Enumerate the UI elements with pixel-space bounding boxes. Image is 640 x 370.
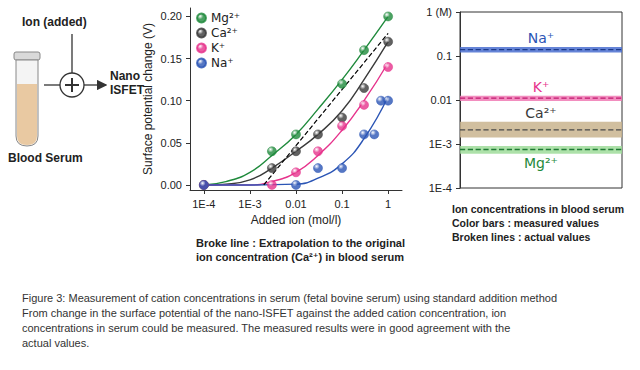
svg-text:1 (M): 1 (M) xyxy=(426,6,452,18)
svg-text:1E-3: 1E-3 xyxy=(429,138,452,150)
svg-text:Mg²⁺: Mg²⁺ xyxy=(211,11,240,25)
svg-text:Surface potential change (V): Surface potential change (V) xyxy=(141,23,155,175)
html-text:Broken lines : actual values: Broken lines : actual values xyxy=(452,231,591,243)
svg-text:Ca²⁺: Ca²⁺ xyxy=(525,105,556,121)
svg-text:0.15: 0.15 xyxy=(161,53,182,65)
svg-text:1E-4: 1E-4 xyxy=(429,182,452,194)
svg-text:1: 1 xyxy=(385,198,391,210)
svg-text:0.01: 0.01 xyxy=(431,94,452,106)
svg-text:Na⁺: Na⁺ xyxy=(211,56,234,70)
html-text:Figure 3: Measurement of catio: Figure 3: Measurement of cation concentr… xyxy=(22,292,557,304)
html-text:Broke line : Extrapolation to: Broke line : Extrapolation to the origin… xyxy=(196,237,405,249)
html-text:actual values.: actual values. xyxy=(22,337,90,349)
html-text:Ion concentrations in blood se: Ion concentrations in blood serum xyxy=(452,203,625,215)
html-text:From change in the surface pot: From change in the surface potential of … xyxy=(22,307,507,319)
html-text:ion concentration (Ca²⁺) in bl: ion concentration (Ca²⁺) in blood serum xyxy=(196,251,405,263)
svg-text:1E-4: 1E-4 xyxy=(192,198,215,210)
svg-text:0.05: 0.05 xyxy=(161,137,182,149)
svg-text:Nano: Nano xyxy=(110,69,140,83)
svg-text:0.10: 0.10 xyxy=(161,95,182,107)
svg-text:1E-3: 1E-3 xyxy=(238,198,261,210)
svg-text:0.01: 0.01 xyxy=(285,198,306,210)
svg-text:0.1: 0.1 xyxy=(334,198,349,210)
svg-text:ISFET: ISFET xyxy=(110,83,145,97)
svg-text:Added ion (mol/l): Added ion (mol/l) xyxy=(251,213,342,227)
svg-text:Blood Serum: Blood Serum xyxy=(8,151,83,165)
svg-text:Na⁺: Na⁺ xyxy=(528,30,554,46)
html-text:Color bars : measured values: Color bars : measured values xyxy=(452,217,600,229)
svg-text:K⁺: K⁺ xyxy=(533,79,550,95)
svg-text:K⁺: K⁺ xyxy=(211,41,225,55)
svg-text:Ion (added): Ion (added) xyxy=(22,15,87,29)
svg-text:0.00: 0.00 xyxy=(161,179,182,191)
svg-text:Mg²⁺: Mg²⁺ xyxy=(524,155,558,171)
svg-text:0.20: 0.20 xyxy=(161,10,182,22)
svg-text:Ca²⁺: Ca²⁺ xyxy=(211,26,238,40)
html-text:concentrations in serum could: concentrations in serum could be measure… xyxy=(22,322,511,334)
svg-text:0.1: 0.1 xyxy=(437,50,452,62)
